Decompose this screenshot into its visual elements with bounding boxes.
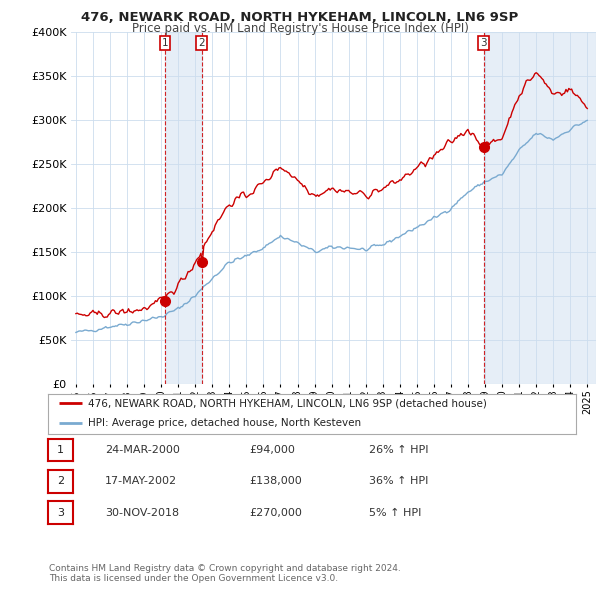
Text: 3: 3 [57, 508, 64, 517]
Text: Contains HM Land Registry data © Crown copyright and database right 2024.
This d: Contains HM Land Registry data © Crown c… [49, 563, 401, 583]
Text: £270,000: £270,000 [249, 508, 302, 517]
Bar [484, 32, 596, 384]
Text: 5% ↑ HPI: 5% ↑ HPI [369, 508, 421, 517]
Text: 2: 2 [199, 38, 205, 48]
Text: 30-NOV-2018: 30-NOV-2018 [105, 508, 179, 517]
Text: HPI: Average price, detached house, North Kesteven: HPI: Average price, detached house, Nort… [88, 418, 361, 428]
Text: £138,000: £138,000 [249, 477, 302, 486]
Text: 1: 1 [162, 38, 169, 48]
Bar [165, 32, 202, 384]
Text: 1: 1 [57, 445, 64, 455]
Text: 3: 3 [481, 38, 487, 48]
Text: 17-MAY-2002: 17-MAY-2002 [105, 477, 177, 486]
Text: 2: 2 [57, 477, 64, 486]
Text: 24-MAR-2000: 24-MAR-2000 [105, 445, 180, 455]
Text: 476, NEWARK ROAD, NORTH HYKEHAM, LINCOLN, LN6 9SP (detached house): 476, NEWARK ROAD, NORTH HYKEHAM, LINCOLN… [88, 398, 487, 408]
Text: 36% ↑ HPI: 36% ↑ HPI [369, 477, 428, 486]
Text: £94,000: £94,000 [249, 445, 295, 455]
Text: Price paid vs. HM Land Registry's House Price Index (HPI): Price paid vs. HM Land Registry's House … [131, 22, 469, 35]
Text: 26% ↑ HPI: 26% ↑ HPI [369, 445, 428, 455]
Text: 476, NEWARK ROAD, NORTH HYKEHAM, LINCOLN, LN6 9SP: 476, NEWARK ROAD, NORTH HYKEHAM, LINCOLN… [82, 11, 518, 24]
